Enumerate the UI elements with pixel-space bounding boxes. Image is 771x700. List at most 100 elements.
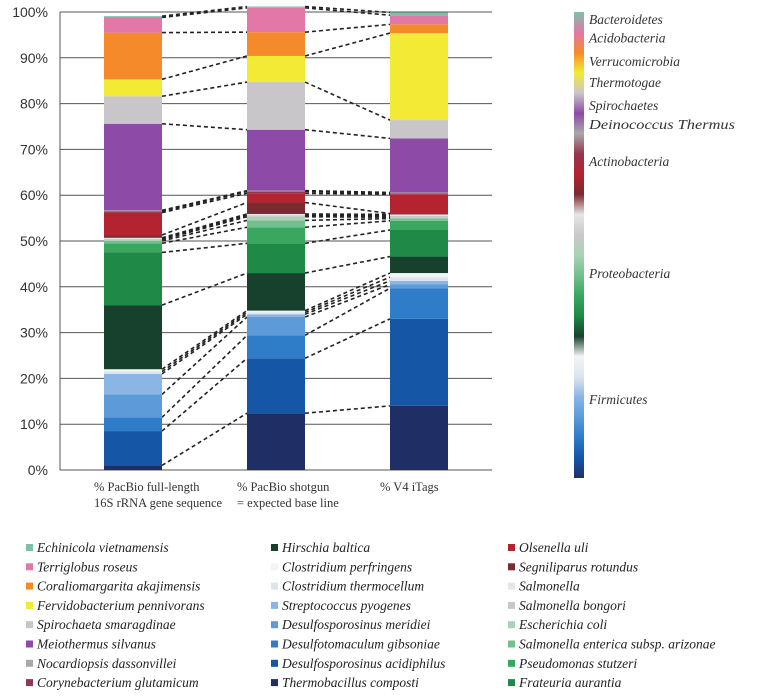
legend-label: Olsenella uli xyxy=(519,540,589,555)
connector-line xyxy=(161,215,248,241)
bar-segment xyxy=(247,220,305,228)
connector-line xyxy=(161,190,248,213)
bar-segment xyxy=(104,243,162,253)
bar-segment xyxy=(390,405,448,470)
legend-label: Salmonella xyxy=(519,579,580,594)
bar-segment xyxy=(390,213,448,215)
bar-segment xyxy=(104,212,162,236)
bar-segment xyxy=(390,215,448,218)
bar-segment xyxy=(104,417,162,432)
legend-swatch xyxy=(26,679,33,687)
phylum-label: Spirochaetes xyxy=(589,98,658,113)
phylum-label: Actinobacteria xyxy=(588,154,669,169)
connector-line xyxy=(161,242,248,254)
y-tick-label: 20% xyxy=(20,370,48,386)
phylum-label: Proteobacteria xyxy=(588,266,670,281)
legend-swatch xyxy=(508,640,515,648)
connector-line xyxy=(161,226,248,245)
bar-segment xyxy=(390,230,448,257)
connector-line xyxy=(304,81,391,121)
bar-segment xyxy=(247,190,305,192)
legend-label: Desulfotomaculum gibsoniae xyxy=(281,637,440,652)
bar-segment xyxy=(247,312,305,315)
legend-swatch xyxy=(271,659,278,667)
bar-segment xyxy=(104,239,162,241)
y-axis-ticks: 0% 10% 20% 30% 40% 50% 60% 70% 80% 90% 100% xyxy=(12,4,48,478)
connector-line xyxy=(161,214,248,240)
bar-segment xyxy=(104,373,162,395)
y-tick-label: 0% xyxy=(28,462,48,478)
bar-segment xyxy=(104,79,162,97)
bar-segment xyxy=(104,32,162,80)
bar-segment xyxy=(390,318,448,406)
connector-line xyxy=(161,55,248,81)
legend-label: Terriglobus roseus xyxy=(37,559,138,574)
bar-segment xyxy=(390,280,448,285)
connector-line xyxy=(161,7,248,19)
connector-line xyxy=(161,334,248,418)
bar-segment xyxy=(104,252,162,306)
bar-segment xyxy=(104,211,162,213)
phyla-colorbar: Bacteroidetes Acidobacteria Verrucomicrobi… xyxy=(574,12,735,478)
connector-line xyxy=(161,316,248,396)
bar-segment xyxy=(104,123,162,211)
bar-segment xyxy=(104,371,162,374)
phylum-label: Firmicutes xyxy=(588,392,648,407)
x-tick-label: % PacBio full-length xyxy=(94,480,200,494)
connector-line xyxy=(161,122,248,131)
connector-line xyxy=(304,287,391,337)
legend-label: Fervidobacterium pennivorans xyxy=(36,598,205,613)
bar-segment xyxy=(390,194,448,214)
legend-label: Coraliomargarita akajimensis xyxy=(37,579,200,594)
connector-line xyxy=(304,255,391,274)
bar-segment xyxy=(247,213,305,216)
x-tick-label: % PacBio shotgun xyxy=(237,480,330,494)
legend-label: Corynebacterium glutamicum xyxy=(37,675,199,690)
connector-line xyxy=(304,283,391,318)
connector-line xyxy=(304,318,391,359)
x-axis-ticks: % PacBio full-length 16S rRNA gene sequen… xyxy=(94,480,439,510)
legend-swatch xyxy=(508,563,515,571)
legend-label: Streptococcus pyogenes xyxy=(282,598,411,613)
bar-segment xyxy=(247,273,305,311)
bar-segment xyxy=(247,413,305,470)
phyla-colorbar-strip xyxy=(574,12,584,478)
connector-line xyxy=(304,192,391,196)
x-tick-label: % V4 iTags xyxy=(380,480,439,494)
y-tick-label: 60% xyxy=(20,187,48,203)
legend-label: Segniliparus rotundus xyxy=(519,559,638,574)
legend-swatch xyxy=(508,601,515,609)
connector-line xyxy=(304,272,391,312)
bar-segment xyxy=(247,243,305,274)
bar-segment xyxy=(247,335,305,359)
x-tick-label: 16S rRNA gene sequence xyxy=(94,496,223,510)
legend-swatch xyxy=(26,601,33,609)
bar-segment xyxy=(390,24,448,34)
phylum-label: Deinococcus Thermus xyxy=(588,117,735,132)
connector-line xyxy=(161,357,248,432)
bar-segment xyxy=(247,358,305,414)
bar-segment xyxy=(247,215,305,217)
bar-segment xyxy=(247,193,305,203)
connector-line xyxy=(161,201,248,236)
phylum-label: Thermotogae xyxy=(589,75,661,90)
legend-swatch xyxy=(26,640,33,648)
legend-label: Frateuria aurantia xyxy=(518,675,622,690)
connector-lines xyxy=(161,5,391,467)
bar-segment xyxy=(247,6,305,8)
y-tick-label: 100% xyxy=(12,4,48,20)
bar-segment xyxy=(390,217,448,219)
legend-label: Spirochaeta smaragdinae xyxy=(37,617,176,632)
bar-segment xyxy=(104,96,162,124)
connector-line xyxy=(304,190,391,195)
legend-swatch xyxy=(271,544,278,551)
bar-segment xyxy=(247,191,305,194)
bar-segment xyxy=(390,193,448,195)
legend-swatch xyxy=(26,544,33,551)
phylum-label: Bacteroidetes xyxy=(589,12,663,27)
connector-line xyxy=(161,309,248,370)
y-tick-label: 80% xyxy=(20,96,48,112)
connector-line xyxy=(161,192,248,214)
bar-segment xyxy=(390,220,448,231)
